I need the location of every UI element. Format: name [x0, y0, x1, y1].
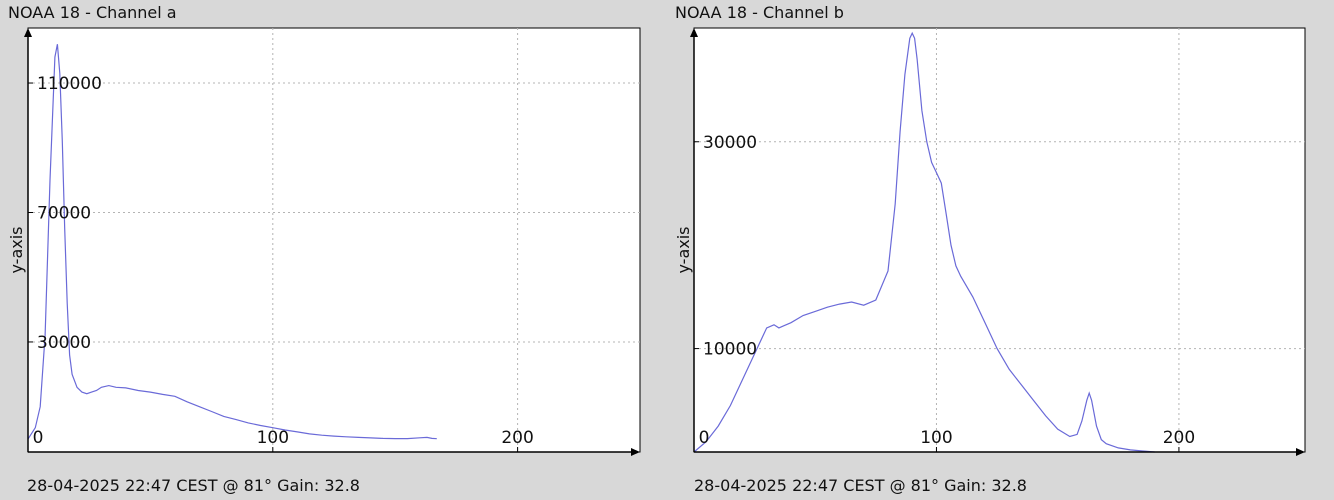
series-line	[27, 44, 437, 440]
plot-area-a: 0 100 200 30000 70000 110000 y-axis	[7, 27, 641, 456]
x-tick-label: 100	[920, 428, 952, 448]
chart-panel-b: NOAA 18 - Channel b 0 100 200 10000 30000 y-a…	[667, 0, 1334, 500]
x-tick-label: 0	[33, 428, 44, 448]
plot-background	[27, 27, 641, 453]
chart-panel-a: NOAA 18 - Channel a 0 100 200 30000 70000 110…	[7, 3, 641, 495]
y-tick-label: 30000	[703, 133, 757, 153]
x-tick-label: 200	[501, 428, 533, 448]
y-tick-label: 70000	[37, 203, 91, 223]
x-tick-label: 0	[699, 428, 710, 448]
chart-title: NOAA 18 - Channel b	[675, 3, 844, 22]
x-axis-arrow	[1296, 448, 1305, 456]
x-tick-label: 100	[257, 428, 289, 448]
x-tick-label: 200	[1163, 428, 1195, 448]
chart-footer: 28-04-2025 22:47 CEST @ 81° Gain: 32.8	[694, 476, 1027, 495]
y-tick-label: 10000	[703, 340, 757, 360]
chart-footer: 28-04-2025 22:47 CEST @ 81° Gain: 32.8	[27, 476, 360, 495]
series-line	[693, 31, 1155, 453]
y-axis-arrow	[690, 28, 698, 37]
y-tick-label: 110000	[37, 74, 102, 94]
plot-background	[693, 27, 1306, 453]
x-axis-arrow	[631, 448, 640, 456]
y-tick-label: 30000	[37, 333, 91, 353]
plot-area-b: 0 100 200 10000 30000 y-axis	[674, 27, 1306, 456]
chart-title: NOAA 18 - Channel a	[8, 3, 177, 22]
y-axis-label: y-axis	[7, 226, 26, 273]
y-axis-label: y-axis	[674, 226, 693, 273]
y-axis-arrow	[24, 28, 32, 37]
